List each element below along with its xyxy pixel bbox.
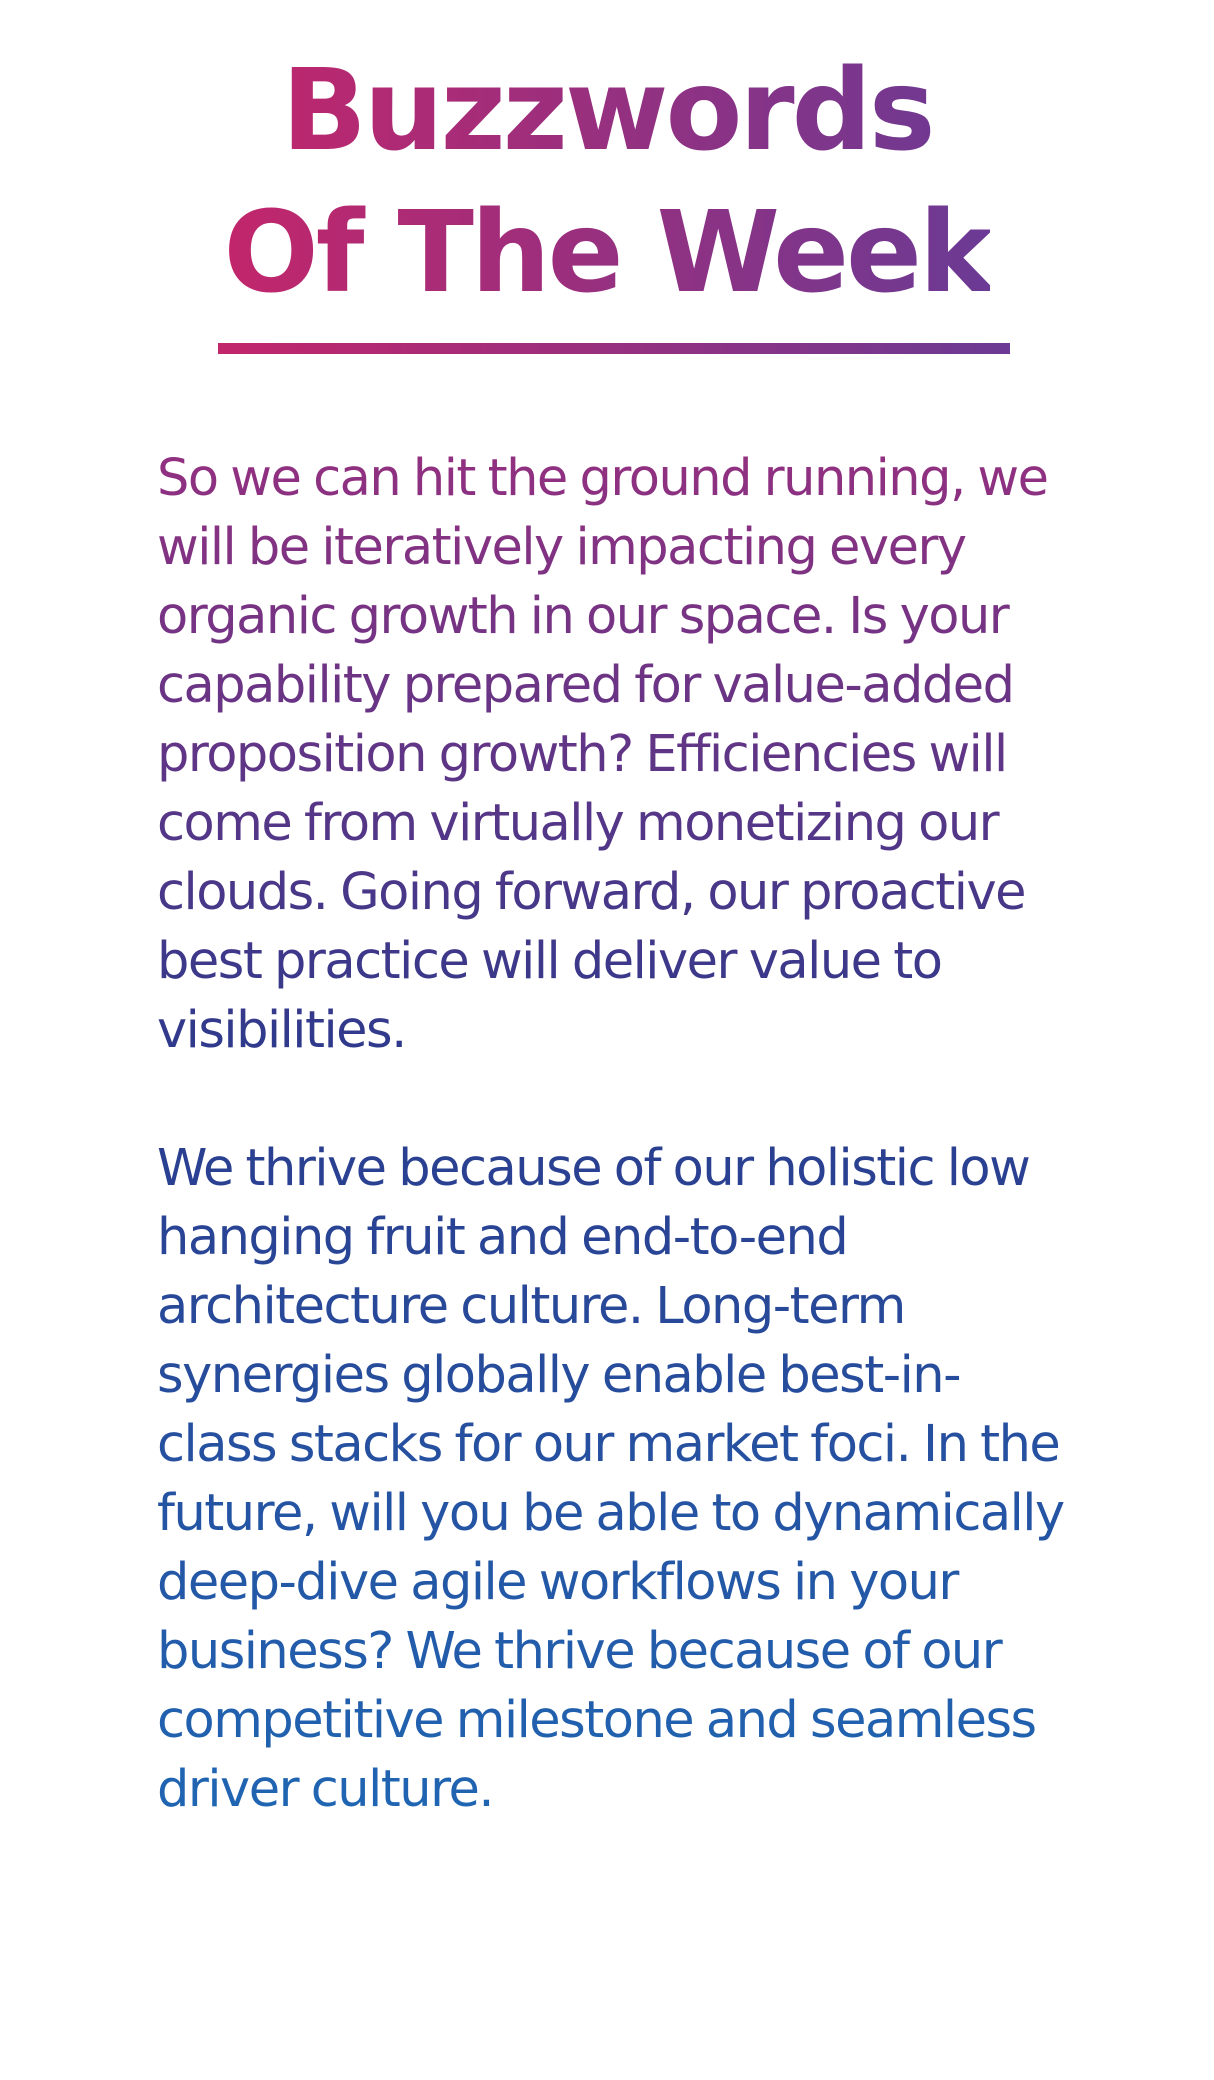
title-line-2: Of The Week: [223, 188, 991, 318]
body-text: So we can hit the ground running, we wil…: [157, 444, 1077, 1824]
title-block: Buzzwords Of The Week: [0, 40, 1214, 324]
paragraph-1: So we can hit the ground running, we wil…: [157, 449, 1048, 1060]
paragraph-2: We thrive because of our holistic low ha…: [157, 1139, 1064, 1819]
title-line-1: Buzzwords: [281, 46, 933, 176]
title-underline: [218, 343, 1010, 354]
page-title: Buzzwords Of The Week: [224, 40, 991, 324]
